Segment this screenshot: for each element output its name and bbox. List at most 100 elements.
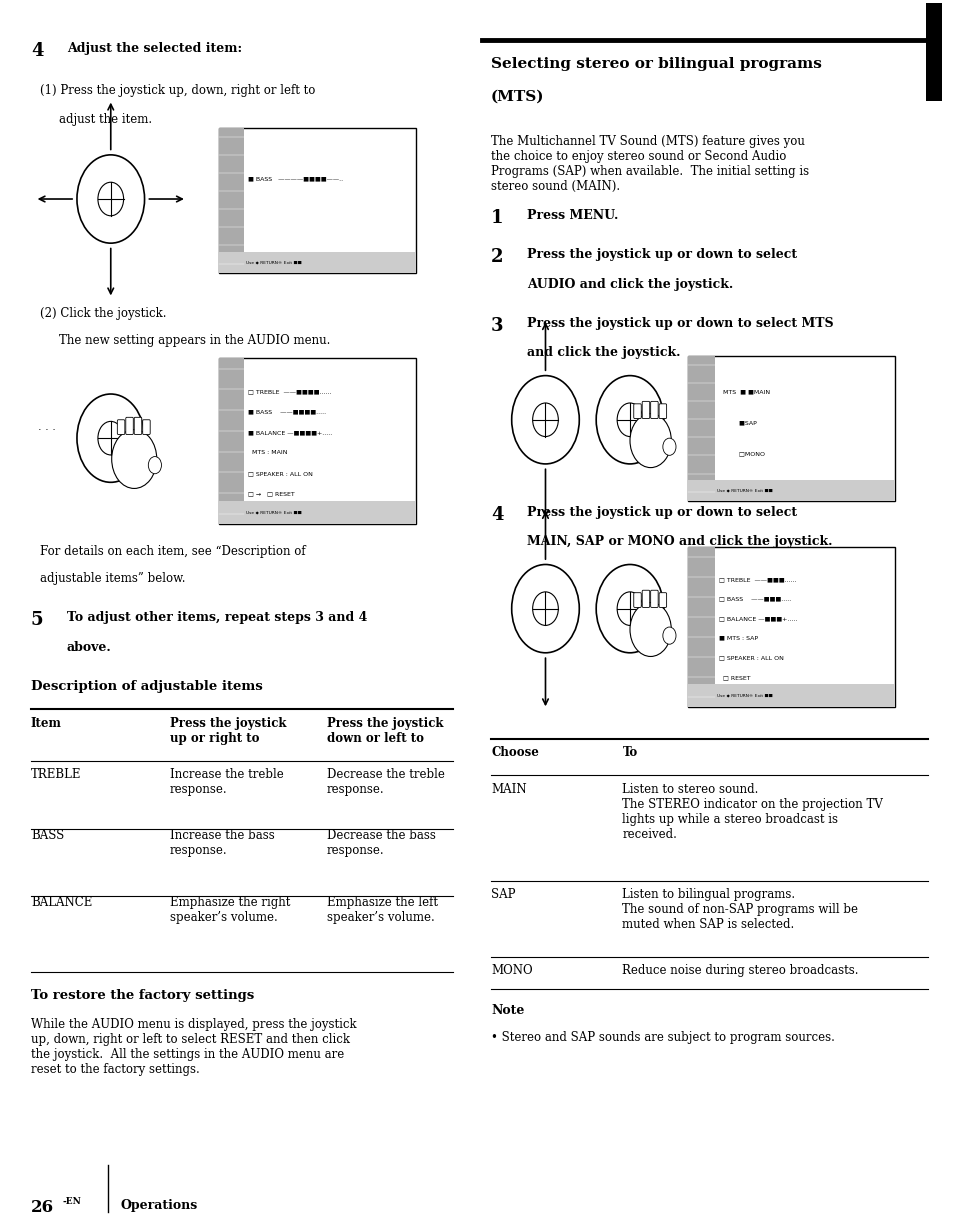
- Text: Increase the bass
response.: Increase the bass response.: [170, 829, 274, 857]
- Bar: [687, 547, 894, 707]
- Text: Press the joystick up or down to select: Press the joystick up or down to select: [526, 248, 796, 261]
- FancyBboxPatch shape: [633, 593, 640, 607]
- Text: Adjust the selected item:: Adjust the selected item:: [67, 42, 241, 55]
- Text: For details on each item, see “Description of: For details on each item, see “Descripti…: [40, 545, 306, 558]
- Bar: [218, 128, 416, 272]
- Circle shape: [662, 627, 676, 644]
- Text: (1) Press the joystick up, down, right or left to: (1) Press the joystick up, down, right o…: [40, 84, 315, 97]
- Text: Press MENU.: Press MENU.: [526, 208, 618, 222]
- Text: To restore the factory settings: To restore the factory settings: [30, 989, 253, 1002]
- Bar: [218, 359, 244, 524]
- Text: Selecting stereo or bilingual programs: Selecting stereo or bilingual programs: [491, 57, 821, 70]
- Text: Use ◆ RETURN® Exit ■■: Use ◆ RETURN® Exit ■■: [717, 694, 772, 697]
- Text: and click the joystick.: and click the joystick.: [526, 346, 679, 360]
- Bar: [218, 128, 244, 272]
- Text: Use ◆ RETURN® Exit ■■: Use ◆ RETURN® Exit ■■: [717, 489, 772, 493]
- Bar: [218, 359, 416, 524]
- Text: ■ BASS    ——■■■■.....: ■ BASS ——■■■■.....: [248, 409, 326, 415]
- Bar: [687, 356, 894, 500]
- FancyBboxPatch shape: [126, 418, 133, 435]
- Text: 5: 5: [30, 611, 44, 630]
- Text: (2) Click the joystick.: (2) Click the joystick.: [40, 307, 167, 320]
- Text: Listen to stereo sound.
The STEREO indicator on the projection TV
lights up whil: Listen to stereo sound. The STEREO indic…: [621, 782, 882, 840]
- FancyBboxPatch shape: [650, 402, 658, 419]
- Text: Emphasize the right
speaker’s volume.: Emphasize the right speaker’s volume.: [170, 896, 290, 924]
- Bar: [687, 685, 894, 707]
- Bar: [924, 2, 941, 101]
- Text: Press the joystick up or down to select: Press the joystick up or down to select: [526, 505, 796, 519]
- Text: 4: 4: [30, 42, 44, 60]
- Bar: [687, 547, 715, 707]
- Text: SAP: SAP: [491, 888, 515, 902]
- Circle shape: [662, 439, 676, 456]
- Text: Note: Note: [491, 1004, 524, 1016]
- Text: The Multichannel TV Sound (MTS) feature gives you
the choice to enjoy stereo sou: The Multichannel TV Sound (MTS) feature …: [491, 136, 808, 193]
- Text: □ SPEAKER : ALL ON: □ SPEAKER : ALL ON: [248, 471, 313, 476]
- Bar: [218, 253, 416, 272]
- Text: above.: above.: [67, 641, 112, 653]
- Text: 3: 3: [491, 317, 503, 335]
- FancyBboxPatch shape: [650, 590, 658, 607]
- Text: TREBLE: TREBLE: [30, 768, 81, 781]
- Text: • Stereo and SAP sounds are subject to program sources.: • Stereo and SAP sounds are subject to p…: [491, 1030, 834, 1044]
- Text: MAIN, SAP or MONO and click the joystick.: MAIN, SAP or MONO and click the joystick…: [526, 535, 831, 548]
- Bar: [687, 480, 894, 500]
- Text: 2: 2: [491, 248, 503, 266]
- Text: Choose: Choose: [491, 747, 538, 759]
- Text: (MTS): (MTS): [491, 90, 544, 103]
- Text: Press the joystick
up or right to: Press the joystick up or right to: [170, 717, 286, 744]
- Text: -EN: -EN: [63, 1198, 82, 1206]
- FancyBboxPatch shape: [659, 404, 666, 419]
- Circle shape: [629, 602, 671, 657]
- FancyBboxPatch shape: [659, 593, 666, 607]
- Text: □ BALANCE —■■■+.....: □ BALANCE —■■■+.....: [718, 616, 797, 621]
- Text: AUDIO and click the joystick.: AUDIO and click the joystick.: [526, 277, 732, 291]
- Text: To: To: [621, 747, 637, 759]
- FancyBboxPatch shape: [641, 590, 649, 607]
- Text: Use ◆ RETURN® Exit ■■: Use ◆ RETURN® Exit ■■: [246, 510, 302, 515]
- Text: Emphasize the left
speaker’s volume.: Emphasize the left speaker’s volume.: [326, 896, 437, 924]
- Text: Decrease the treble
response.: Decrease the treble response.: [326, 768, 444, 796]
- Text: MTS : MAIN: MTS : MAIN: [248, 451, 287, 456]
- FancyBboxPatch shape: [143, 420, 150, 435]
- Text: ■SAP: ■SAP: [718, 420, 756, 425]
- Text: Decrease the bass
response.: Decrease the bass response.: [326, 829, 436, 857]
- Text: MONO: MONO: [491, 965, 532, 977]
- Text: 4: 4: [491, 505, 503, 524]
- Text: □ SPEAKER : ALL ON: □ SPEAKER : ALL ON: [718, 655, 782, 660]
- Text: 1: 1: [491, 208, 503, 227]
- Bar: [218, 501, 416, 524]
- FancyBboxPatch shape: [117, 420, 125, 435]
- Text: Operations: Operations: [120, 1199, 197, 1211]
- Text: MTS  ■ ■MAIN: MTS ■ ■MAIN: [718, 389, 769, 394]
- FancyBboxPatch shape: [134, 418, 142, 435]
- Text: · · ·: · · ·: [38, 425, 56, 435]
- Text: adjust the item.: adjust the item.: [59, 113, 152, 126]
- Text: Reduce noise during stereo broadcasts.: Reduce noise during stereo broadcasts.: [621, 965, 858, 977]
- Text: □ TREBLE  ——■■■......: □ TREBLE ——■■■......: [718, 577, 796, 582]
- Bar: [687, 356, 715, 500]
- Circle shape: [148, 457, 161, 474]
- Text: MAIN: MAIN: [491, 782, 526, 796]
- FancyBboxPatch shape: [633, 404, 640, 419]
- Text: While the AUDIO menu is displayed, press the joystick
up, down, right or left to: While the AUDIO menu is displayed, press…: [30, 1019, 356, 1077]
- Text: □MONO: □MONO: [718, 452, 764, 457]
- Text: adjustable items” below.: adjustable items” below.: [40, 572, 186, 585]
- Text: ■ MTS : SAP: ■ MTS : SAP: [718, 636, 757, 641]
- Text: 26: 26: [30, 1199, 54, 1216]
- Text: To adjust other items, repeat steps 3 and 4: To adjust other items, repeat steps 3 an…: [67, 611, 367, 625]
- Text: □ →   □ RESET: □ → □ RESET: [248, 492, 294, 496]
- Text: Item: Item: [30, 717, 62, 729]
- Text: Press the joystick up or down to select MTS: Press the joystick up or down to select …: [526, 317, 833, 330]
- Text: Listen to bilingual programs.
The sound of non-SAP programs will be
muted when S: Listen to bilingual programs. The sound …: [621, 888, 858, 931]
- Text: Press the joystick
down or left to: Press the joystick down or left to: [326, 717, 443, 744]
- Text: ■ BALANCE —■■■■+.....: ■ BALANCE —■■■■+.....: [248, 430, 332, 435]
- Text: Description of adjustable items: Description of adjustable items: [30, 680, 262, 692]
- Text: □ BASS    ——■■■.....: □ BASS ——■■■.....: [718, 596, 790, 601]
- Text: BALANCE: BALANCE: [30, 896, 92, 909]
- FancyBboxPatch shape: [641, 402, 649, 419]
- Circle shape: [112, 430, 156, 488]
- Text: ■ BASS   ————■■■■——..: ■ BASS ————■■■■——..: [248, 176, 343, 182]
- Circle shape: [629, 414, 671, 468]
- Text: BASS: BASS: [30, 829, 64, 843]
